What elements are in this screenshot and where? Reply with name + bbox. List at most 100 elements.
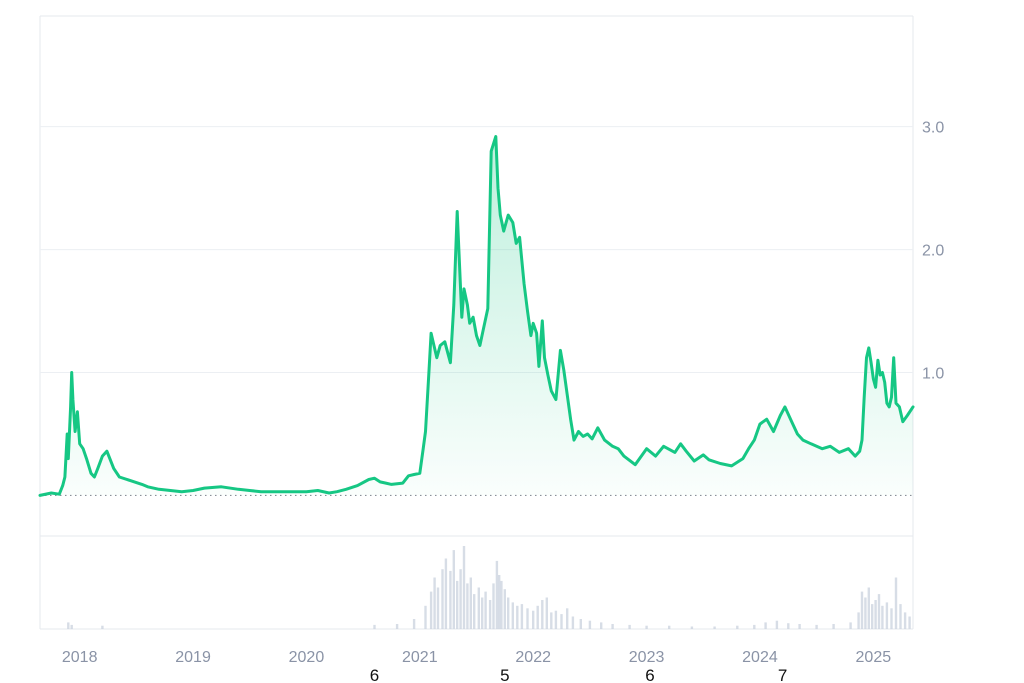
volume-bar: [484, 591, 487, 629]
stray-labels: 6 5 6 7: [370, 666, 788, 683]
volume-bar: [532, 610, 535, 629]
volume-bar: [459, 569, 462, 629]
volume-bar: [516, 605, 519, 629]
y-tick-label: 2.0: [922, 243, 944, 260]
x-tick-label: 2023: [629, 649, 665, 666]
x-tick-label: 2021: [402, 649, 438, 666]
volume-bar: [520, 604, 524, 629]
volume-bar: [903, 612, 907, 629]
volume-bar: [874, 600, 877, 629]
x-tick-label: 2022: [515, 649, 551, 666]
volume-bar: [70, 624, 73, 630]
volume-bar: [545, 597, 548, 629]
volume-bar: [877, 594, 881, 629]
stray-number-label: 6: [645, 666, 654, 683]
stray-number-label: 5: [500, 666, 509, 683]
x-tick-label: 2018: [62, 649, 98, 666]
volume-bar: [469, 577, 472, 629]
x-tick-label: 2019: [175, 649, 211, 666]
volume-bar: [571, 616, 575, 629]
volume-bar: [864, 597, 867, 629]
volume-bar: [373, 624, 376, 630]
volume-bar: [412, 619, 416, 629]
volume-bar: [815, 624, 818, 630]
volume-bar: [554, 610, 558, 629]
volume-bar: [429, 591, 433, 629]
area-layer: [40, 136, 913, 496]
x-axis-ticks: 2018 2019 2020 2021 2022 2023 2024 2025: [62, 649, 891, 666]
volume-bar: [477, 587, 480, 629]
volume-bar: [436, 587, 440, 629]
volume-bar: [736, 625, 739, 629]
volume-bar: [481, 597, 484, 629]
volume-bar: [449, 570, 452, 629]
volume-bar: [713, 626, 716, 629]
volume-bar: [101, 625, 104, 629]
volume-bar: [775, 620, 779, 629]
volume-bar: [753, 624, 756, 630]
volume-bar: [628, 624, 631, 630]
volume-bar: [600, 622, 603, 629]
volume-bar: [849, 622, 852, 629]
volume-bar: [668, 625, 671, 629]
volume-bar: [536, 605, 539, 629]
volume-bar: [492, 583, 495, 630]
volume-bar: [566, 608, 569, 630]
grid-lines: [39, 15, 914, 630]
volume-bar: [690, 626, 694, 629]
volume-bar: [473, 594, 476, 629]
volume-bar: [395, 624, 399, 629]
volume-bar: [885, 602, 889, 629]
y-axis-ticks: 1.0 2.0 3.0: [922, 120, 944, 383]
volume-bar: [500, 580, 503, 629]
series-area: [40, 136, 913, 496]
volume-bar: [488, 600, 492, 629]
volume-bar: [441, 569, 444, 629]
stray-number-label: 6: [370, 666, 379, 683]
volume-bar: [507, 597, 510, 629]
volume-bars: [67, 546, 911, 630]
x-tick-label: 2020: [289, 649, 325, 666]
volume-bar: [462, 546, 466, 629]
volume-bar: [526, 608, 529, 630]
stray-number-label: 7: [778, 666, 787, 683]
volume-bar: [456, 580, 459, 629]
volume-bar: [857, 612, 860, 629]
volume-bar: [881, 605, 884, 629]
volume-bar: [424, 605, 427, 629]
volume-bar: [764, 622, 767, 629]
volume-bar: [498, 575, 501, 629]
volume-bar: [511, 602, 514, 629]
volume-bar: [588, 620, 592, 629]
volume-bar: [466, 583, 469, 630]
series-line: [38, 135, 915, 497]
volume-bar: [798, 624, 801, 629]
volume-bar: [867, 587, 870, 629]
volume-bar: [503, 589, 506, 629]
volume-bar: [560, 614, 563, 629]
volume-bar: [611, 624, 614, 629]
volume-bar: [444, 558, 448, 629]
volume-bar: [860, 591, 864, 629]
volume-bar: [67, 622, 70, 629]
y-tick-label: 1.0: [922, 366, 944, 383]
volume-bar: [452, 550, 455, 629]
volume-bar: [890, 608, 893, 630]
volume-bar: [645, 625, 648, 629]
volume-bar: [495, 560, 499, 629]
volume-bar: [908, 616, 911, 629]
x-tick-label: 2024: [742, 649, 778, 666]
volume-bar: [579, 619, 582, 629]
x-tick-label: 2025: [856, 649, 892, 666]
volume-bar: [433, 577, 436, 629]
volume-bar: [541, 600, 544, 629]
volume-bar: [899, 604, 902, 629]
y-tick-label: 3.0: [922, 120, 944, 137]
volume-bar: [550, 612, 553, 629]
volume-bar: [787, 623, 790, 629]
volume-bar: [871, 604, 874, 629]
series-line-layer: [38, 135, 915, 497]
volume-bar: [894, 577, 898, 629]
volume-bar: [832, 624, 835, 629]
